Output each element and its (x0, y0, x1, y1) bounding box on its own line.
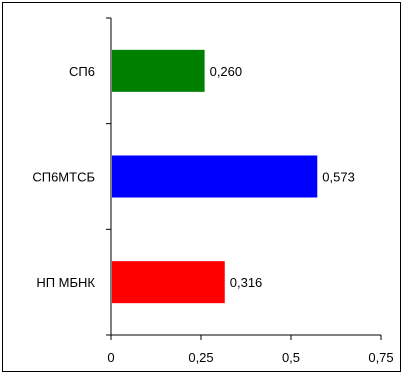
x-axis-ticks (110, 335, 382, 340)
bar (112, 155, 318, 198)
category-label: СП6 (69, 64, 95, 79)
axes (110, 18, 381, 336)
bar (112, 49, 205, 92)
category-labels: СП6 СП6МТСБ НП МБНК (32, 64, 95, 290)
category-label: СП6МТСБ (32, 170, 95, 185)
x-tick-label: 0,25 (188, 350, 213, 365)
category-label: НП МБНК (36, 275, 95, 290)
bar (112, 261, 225, 304)
value-labels: 0,260 0,573 0,316 (210, 64, 355, 290)
x-tick-label: 0,5 (282, 350, 300, 365)
bars (112, 49, 318, 304)
x-tick-label: 0 (107, 350, 114, 365)
y-axis-ticks (106, 17, 111, 336)
data-label: 0,573 (322, 170, 355, 185)
x-tick-label: 0,75 (368, 350, 393, 365)
data-label: 0,316 (230, 275, 263, 290)
x-tick-labels: 0 0,25 0,5 0,75 (107, 350, 393, 365)
data-label: 0,260 (210, 64, 243, 79)
